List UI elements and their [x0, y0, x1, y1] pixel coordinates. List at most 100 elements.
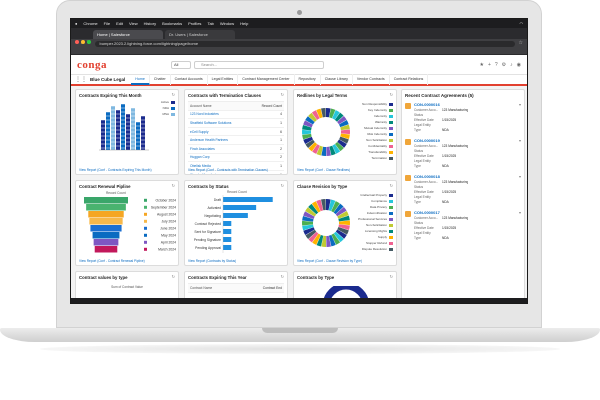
- donut-slice: [312, 144, 320, 154]
- refresh-icon[interactable]: ↻: [280, 183, 284, 188]
- row-menu-icon[interactable]: ▾: [518, 174, 521, 179]
- heat-bar: [131, 108, 135, 150]
- donut-slice: [321, 235, 326, 247]
- nav-tab-legal-entities[interactable]: Legal Entities: [208, 74, 239, 85]
- view-report-link[interactable]: View Report (Conf - Clause Revision by T…: [297, 259, 362, 263]
- status-bar: [223, 237, 232, 242]
- legend-swatch: [144, 233, 147, 237]
- refresh-icon[interactable]: ↻: [171, 183, 175, 188]
- view-report-link[interactable]: View Report (Contracts by Status): [188, 259, 237, 263]
- agreement-link[interactable]: CON-0000018: [414, 174, 440, 179]
- menu-item[interactable]: Bookmarks: [162, 21, 183, 26]
- table-row[interactable]: Wonder Manufacture 1: [188, 171, 284, 175]
- table-row[interactable]: Obelisk Media 1: [188, 162, 284, 171]
- maximize-window-icon[interactable]: [87, 40, 91, 44]
- avatar[interactable]: ◉: [516, 61, 521, 68]
- view-report-link[interactable]: View Report (Conf - Clause Redlines): [297, 168, 351, 172]
- nav-tab-contract-center[interactable]: Contract Management Center: [238, 74, 295, 85]
- star-icon[interactable]: ★: [479, 61, 484, 68]
- agreement-link[interactable]: CON-0000016: [414, 102, 440, 107]
- menu-item[interactable]: Profiles: [188, 21, 202, 26]
- refresh-icon[interactable]: ↻: [280, 92, 284, 97]
- donut-slice: [339, 136, 349, 144]
- funnel-label: April 2024: [161, 241, 176, 245]
- field-row: Type NDA: [414, 164, 449, 168]
- star-icon[interactable]: ☆: [518, 40, 523, 46]
- gear-icon[interactable]: ⚙: [501, 61, 507, 68]
- menu-item[interactable]: Edit: [116, 21, 124, 26]
- legend-swatch: [144, 219, 147, 223]
- plus-icon[interactable]: +: [487, 61, 491, 68]
- app-launcher-icon[interactable]: ⋮⋮: [75, 77, 87, 83]
- refresh-icon[interactable]: ↻: [389, 183, 393, 188]
- help-icon[interactable]: ?: [494, 61, 498, 68]
- wifi-icon[interactable]: ◠: [519, 21, 524, 26]
- record-count: 1: [280, 172, 282, 175]
- account-name-link[interactable]: Stratfield Software Solutions: [190, 120, 232, 125]
- redlines-donut-chart: [302, 108, 350, 156]
- nav-tab-repository[interactable]: Repository: [295, 74, 321, 85]
- bar-label: Sent for Signature: [194, 230, 221, 234]
- menu-item[interactable]: View: [129, 21, 138, 26]
- refresh-icon[interactable]: ↻: [171, 274, 175, 279]
- nav-tab-chatter[interactable]: Chatter: [150, 74, 171, 85]
- table-row[interactable]: Finch Associates 2: [188, 145, 284, 154]
- row-menu-icon[interactable]: ▾: [518, 210, 521, 215]
- legend-item: Non-Solicitation: [358, 223, 393, 227]
- mac-menubar: ● Chrome File Edit View History Bookmark…: [71, 19, 527, 28]
- agreement-link[interactable]: CON-0000017: [414, 210, 440, 215]
- row-menu-icon[interactable]: ▾: [518, 102, 521, 107]
- account-name-link[interactable]: Finch Associates: [190, 146, 215, 151]
- account-name-link[interactable]: Huggan Corp: [190, 155, 210, 160]
- view-report-link[interactable]: View Report (Conf - Contract Renewal Pip…: [79, 259, 145, 263]
- nav-tab-contact-accounts[interactable]: Contact Accounts: [171, 74, 208, 85]
- refresh-icon[interactable]: ↻: [389, 274, 393, 279]
- donut-slice: [340, 124, 350, 131]
- nav-tab-contract-relations[interactable]: Contract Relations: [390, 74, 429, 85]
- refresh-icon[interactable]: ↻: [280, 274, 284, 279]
- account-name-link[interactable]: Wonder Manufacture: [190, 172, 221, 175]
- table-row[interactable]: Anderson Health Partners 1: [188, 136, 284, 145]
- table-row[interactable]: Stratfield Software Solutions 1: [188, 119, 284, 128]
- search-input[interactable]: Search...: [194, 60, 324, 69]
- card-expiring-year: Contracts Expiring This Year ↻ Contract …: [184, 271, 288, 303]
- url-field[interactable]: bumper.2023.2.lightning.force.com/lightn…: [94, 40, 515, 47]
- table-row[interactable]: Huggan Corp 2: [188, 154, 284, 163]
- minimize-window-icon[interactable]: [81, 40, 85, 44]
- nav-tab-vendor-contracts[interactable]: Vendor Contracts: [353, 74, 390, 85]
- refresh-icon[interactable]: ↻: [171, 92, 175, 97]
- table-row[interactable]: 123 Nord Industries 4: [188, 111, 284, 120]
- menu-item[interactable]: Window: [219, 21, 235, 26]
- bell-icon[interactable]: ♪: [510, 61, 513, 68]
- record-count: 4: [280, 112, 282, 117]
- view-report-link[interactable]: View Report (Conf - Contracts Expiring T…: [79, 168, 152, 172]
- account-name-link[interactable]: 123 Nord Industries: [190, 112, 219, 117]
- apple-icon[interactable]: ●: [75, 21, 78, 26]
- donut-slice: [312, 233, 321, 245]
- account-name-link[interactable]: Obelisk Media: [190, 163, 211, 168]
- refresh-icon[interactable]: ↻: [389, 92, 393, 97]
- menu-item[interactable]: Chrome: [83, 21, 98, 26]
- agreement-link[interactable]: CON-0000019: [414, 138, 440, 143]
- search-scope-select[interactable]: All: [171, 60, 191, 69]
- browser-tab-users[interactable]: Dr. Users | Salesforce: [165, 30, 235, 39]
- legend-swatch: [144, 205, 147, 209]
- browser-tab-home[interactable]: Home | Salesforce: [93, 30, 163, 39]
- view-report-link[interactable]: View Report (Conf - Contracts with Termi…: [188, 168, 268, 172]
- close-window-icon[interactable]: [75, 40, 79, 44]
- menu-item[interactable]: History: [143, 21, 157, 26]
- menu-item[interactable]: File: [103, 21, 111, 26]
- account-name-link[interactable]: Anderson Health Partners: [190, 138, 228, 143]
- nav-tab-clause-library[interactable]: Clause Library: [321, 74, 353, 85]
- menu-item[interactable]: Tab: [207, 21, 214, 26]
- table-row[interactable]: eCell Supply 6: [188, 128, 284, 137]
- account-name-link[interactable]: eCell Supply: [190, 129, 209, 134]
- row-menu-icon[interactable]: ▾: [518, 138, 521, 143]
- donut-slice: [308, 231, 319, 243]
- nav-tab-home[interactable]: Home: [131, 74, 150, 85]
- card-contracts-by-status: Contracts by Status ↻ Record Count Draft…: [184, 180, 288, 266]
- field-row: Type NDA: [414, 128, 449, 132]
- donut-slice: [337, 227, 349, 235]
- menu-item[interactable]: Help: [240, 21, 249, 26]
- app-nav-bar: ⋮⋮ Blue Cube Legal Home Chatter Contact …: [71, 74, 527, 86]
